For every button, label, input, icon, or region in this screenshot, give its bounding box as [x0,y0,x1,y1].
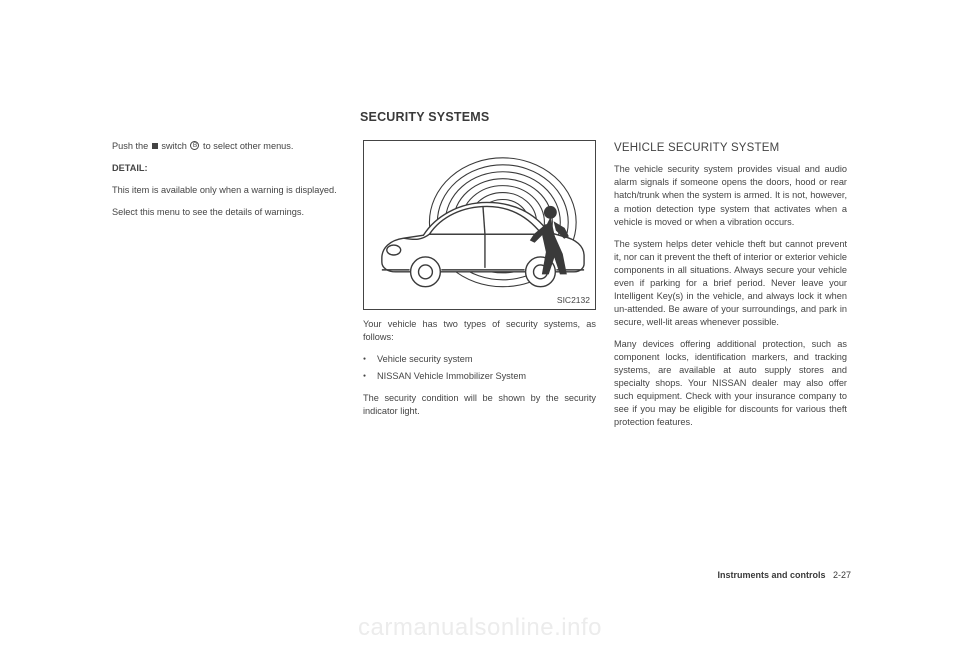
manual-page: SECURITY SYSTEMS Push the switch B to se… [112,110,851,580]
systems-closing: The security condition will be shown by … [363,392,596,418]
page-footer: Instruments and controls 2-27 [717,570,851,580]
detail-label: DETAIL: [112,162,345,175]
footer-section: Instruments and controls [717,570,825,580]
list-item: NISSAN Vehicle Immobilizer System [377,370,596,383]
square-icon [152,143,158,149]
vehicle-alarm-figure: SIC2132 [363,140,596,310]
text-fragment: to select other menus. [203,141,293,151]
footer-page-number: 2-27 [833,570,851,580]
vss-paragraph-2: The system helps deter vehicle theft but… [614,238,847,329]
detail-paragraph-1: This item is available only when a warni… [112,184,345,197]
push-switch-line: Push the switch B to select other menus. [112,140,345,153]
systems-intro: Your vehicle has two types of security s… [363,318,596,344]
section-header: SECURITY SYSTEMS [360,110,489,124]
column-left: Push the switch B to select other menus.… [112,140,345,439]
vss-paragraph-3: Many devices offering additional protect… [614,338,847,429]
watermark: carmanualsonline.info [0,614,960,642]
column-middle: SIC2132 Your vehicle has two types of se… [363,140,596,439]
column-right: VEHICLE SECURITY SYSTEM The vehicle secu… [614,140,847,439]
detail-paragraph-2: Select this menu to see the details of w… [112,206,345,219]
figure-code: SIC2132 [557,294,590,306]
vss-paragraph-1: The vehicle security system provides vis… [614,163,847,228]
list-item: Vehicle security system [377,353,596,366]
subsection-heading: VEHICLE SECURITY SYSTEM [614,140,847,156]
text-fragment: switch [161,141,187,151]
content-columns: Push the switch B to select other menus.… [112,140,851,439]
text-fragment: Push the [112,141,148,151]
circle-b-icon: B [190,141,199,150]
systems-list: Vehicle security system NISSAN Vehicle I… [363,353,596,383]
car-alarm-svg [364,141,595,310]
